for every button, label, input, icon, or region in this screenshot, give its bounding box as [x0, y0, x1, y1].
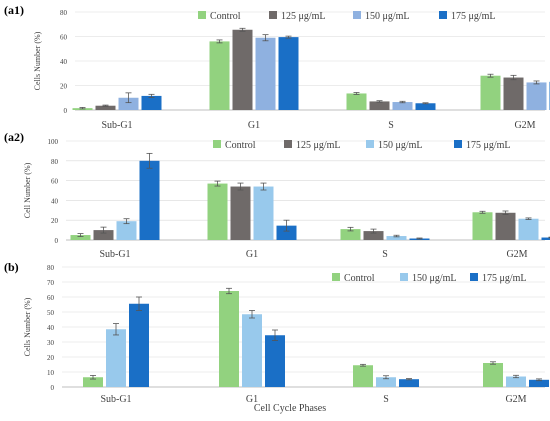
panel-1-ytick-label: 0	[64, 107, 68, 115]
panel-1-legend-swatch	[439, 11, 447, 19]
panel-3-ytick-label: 50	[47, 309, 55, 317]
panel-2-legend-label: Control	[225, 140, 256, 151]
panel-3-legend-swatch	[332, 273, 340, 281]
panel-2-legend-swatch	[454, 140, 462, 148]
panel-2-bar	[231, 187, 251, 240]
panel-2-category-label: G1	[246, 249, 258, 260]
panel-1-bar	[347, 93, 367, 110]
panel-2-ytick-label: 20	[51, 217, 59, 225]
panel-1-legend-label: 175 μg/mL	[451, 11, 496, 22]
panel-2-legend-label: 125 μg/mL	[296, 140, 341, 151]
panel-1-bar	[481, 76, 501, 110]
panel-3-ytick-label: 70	[47, 279, 55, 287]
panel-3-y-axis-label: Cells Number (%)	[23, 297, 32, 356]
panel-3-legend-swatch	[400, 273, 408, 281]
panel-2-label: (a2)	[4, 130, 24, 144]
panel-3-ytick-label: 20	[47, 354, 55, 362]
panel-2-legend-label: 150 μg/mL	[378, 140, 423, 151]
panel-1-category-label: G1	[248, 120, 260, 131]
panel-2-bar	[473, 212, 493, 240]
panel-3-bar	[129, 304, 149, 387]
panel-1-legend-swatch	[269, 11, 277, 19]
panel-3-bar	[219, 291, 239, 387]
panel-1-bar	[416, 103, 436, 110]
panel-1-bar	[279, 37, 299, 110]
panel-1-ytick-label: 20	[60, 83, 68, 91]
panel-3-bar	[242, 314, 262, 387]
panel-2-bar	[140, 161, 160, 240]
panel-2-legend-swatch	[213, 140, 221, 148]
panel-3-bar	[265, 335, 285, 387]
panel-3-legend-swatch	[470, 273, 478, 281]
panel-3-bar	[106, 329, 126, 387]
panel-1-bar	[527, 82, 547, 110]
panel-3-bar	[483, 363, 503, 387]
panel-3-x-axis-label: Cell Cycle Phases	[254, 403, 326, 414]
panel-2-legend-swatch	[284, 140, 292, 148]
panel-3-ytick-label: 30	[47, 339, 55, 347]
panel-1-legend-swatch	[353, 11, 361, 19]
panel-1-category-label: S	[388, 120, 394, 131]
panel-2-ytick-label: 60	[51, 178, 59, 186]
panel-1-ytick-label: 40	[60, 58, 68, 66]
panel-2-category-label: S	[382, 249, 388, 260]
panel-2-ytick-label: 80	[51, 158, 59, 166]
panel-1-bar	[256, 38, 276, 110]
panel-3-ytick-label: 10	[47, 369, 55, 377]
panel-2-category-label: Sub-G1	[99, 249, 130, 260]
panel-1-ytick-label: 80	[60, 9, 68, 17]
panel-3-legend-label: Control	[344, 273, 375, 284]
panel-2-bar	[254, 187, 274, 240]
panel-1-bar	[393, 102, 413, 110]
panel-3-bar	[399, 379, 419, 387]
panel-1-label: (a1)	[4, 3, 24, 17]
panel-1-bar	[370, 101, 390, 110]
panel-1-category-label: Sub-G1	[101, 120, 132, 131]
panel-3-ytick-label: 40	[47, 324, 55, 332]
panel-1-legend-label: 125 μg/mL	[281, 11, 326, 22]
panel-2-ytick-label: 0	[55, 237, 59, 245]
panel-3-category-label: S	[383, 394, 389, 405]
panel-1-legend-swatch	[198, 11, 206, 19]
panel-2-ytick-label: 100	[48, 138, 59, 146]
panel-1-bar	[142, 96, 162, 110]
panel-3-ytick-label: 0	[51, 384, 55, 392]
panel-3-legend-label: 175 μg/mL	[482, 273, 527, 284]
panel-2-ytick-label: 40	[51, 197, 59, 205]
panel-2-legend-label: 175 μg/mL	[466, 140, 511, 151]
panel-1-bar	[210, 41, 230, 110]
panel-2-bar	[496, 213, 516, 240]
panel-3-ytick-label: 60	[47, 294, 55, 302]
panel-1-legend-label: Control	[210, 11, 241, 22]
panel-2-y-axis-label: Cell Number (%)	[23, 162, 32, 218]
panel-1-category-label: G2M	[514, 120, 535, 131]
panel-3-category-label: Sub-G1	[100, 394, 131, 405]
panel-1-legend-label: 150 μg/mL	[365, 11, 410, 22]
panel-1-ytick-label: 60	[60, 34, 68, 42]
panel-1-bar	[233, 30, 253, 110]
panel-3-ytick-label: 80	[47, 264, 55, 272]
panel-2-bar	[519, 219, 539, 240]
panel-2-category-label: G2M	[506, 249, 527, 260]
panel-3-bar	[353, 365, 373, 387]
panel-3-legend-label: 150 μg/mL	[412, 273, 457, 284]
panel-3-category-label: G2M	[505, 394, 526, 405]
panel-1-y-axis-label: Cells Number (%)	[33, 31, 42, 90]
panel-3-label: (b)	[4, 260, 19, 274]
panel-2-legend-swatch	[366, 140, 374, 148]
panel-2-bar	[208, 184, 228, 240]
panel-1-bar	[504, 78, 524, 110]
